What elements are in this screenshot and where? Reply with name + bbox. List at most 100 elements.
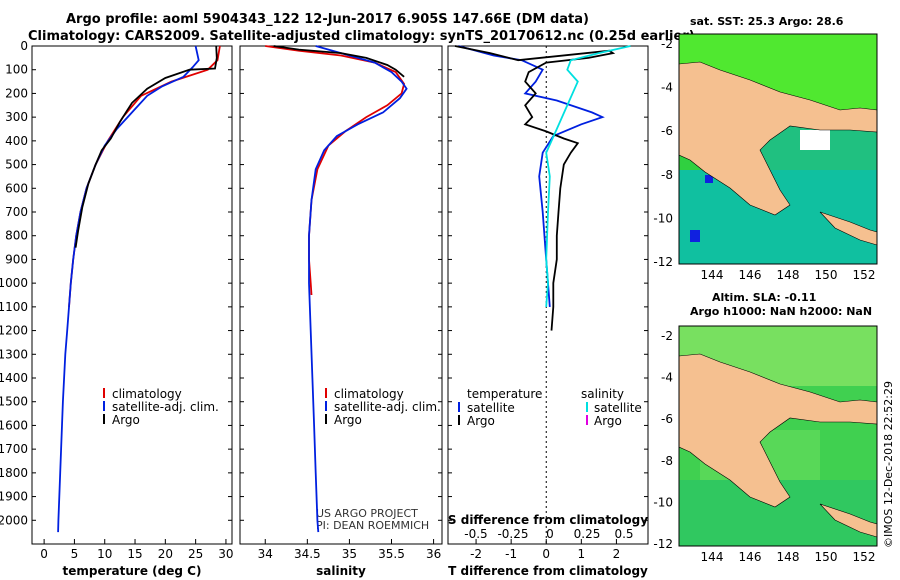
series-line bbox=[57, 45, 200, 533]
legend-label: Argo bbox=[594, 414, 622, 428]
y-tick-label: 700 bbox=[5, 205, 28, 219]
y-tick-label: 100 bbox=[5, 63, 28, 77]
map-lat-label: -12 bbox=[653, 255, 673, 269]
map-lon-label: 152 bbox=[853, 268, 876, 282]
secondary-x-tick-label: 0.5 bbox=[614, 527, 633, 541]
map-lat-label: -2 bbox=[661, 37, 673, 51]
title-line1: Argo profile: aoml 5904343_122 12-Jun-20… bbox=[66, 12, 589, 27]
y-tick-label: 1500 bbox=[0, 395, 28, 409]
sla-map-title-line2: Argo h1000: NaN h2000: NaN bbox=[690, 305, 873, 318]
legend-label: satellite-adj. clim. bbox=[112, 400, 219, 414]
x-tick-label: 35 bbox=[342, 547, 357, 561]
legend-label: Argo bbox=[334, 413, 362, 427]
secondary-x-axis-label: S difference from climatology bbox=[448, 513, 648, 527]
x-tick-label: 36 bbox=[426, 547, 441, 561]
x-tick-label: 15 bbox=[127, 547, 142, 561]
title-line2: Climatology: CARS2009. Satellite-adjuste… bbox=[28, 29, 695, 44]
y-tick-label: 1000 bbox=[0, 276, 28, 290]
map-lat-label: -6 bbox=[661, 412, 673, 426]
x-tick-label: 2 bbox=[613, 547, 621, 561]
map-lat-label: -12 bbox=[653, 537, 673, 551]
temp-panel-frame bbox=[31, 45, 233, 545]
y-tick-label: 1400 bbox=[0, 371, 28, 385]
map-lon-label: 146 bbox=[739, 550, 762, 564]
map-lon-label: 150 bbox=[815, 268, 838, 282]
x-tick-label: 30 bbox=[218, 547, 233, 561]
x-axis-label: T difference from climatology bbox=[448, 564, 648, 578]
secondary-x-tick-label: -0.5 bbox=[464, 527, 487, 541]
map-lat-label: -8 bbox=[661, 168, 673, 182]
x-tick-label: 1 bbox=[578, 547, 586, 561]
legend-label: Argo bbox=[467, 414, 495, 428]
map-lon-label: 144 bbox=[701, 550, 724, 564]
series-line bbox=[273, 45, 405, 78]
legend-label: climatology bbox=[334, 387, 404, 401]
x-tick-label: 10 bbox=[97, 547, 112, 561]
map-lat-label: -10 bbox=[653, 495, 673, 509]
y-tick-label: 1300 bbox=[0, 347, 28, 361]
legend-title: temperature bbox=[467, 387, 542, 401]
map-lon-label: 146 bbox=[739, 268, 762, 282]
map-lon-label: 152 bbox=[853, 550, 876, 564]
y-tick-label: 1600 bbox=[0, 418, 28, 432]
series-line bbox=[308, 45, 408, 533]
secondary-x-tick-label: -0.25 bbox=[497, 527, 528, 541]
y-tick-label: 500 bbox=[5, 158, 28, 172]
y-tick-label: 1800 bbox=[0, 466, 28, 480]
x-tick-label: 20 bbox=[158, 547, 173, 561]
x-tick-label: 5 bbox=[71, 547, 79, 561]
map-lon-label: 144 bbox=[701, 268, 724, 282]
sst-map-title: sat. SST: 25.3 Argo: 28.6 bbox=[690, 15, 844, 28]
sla-map bbox=[678, 325, 878, 547]
y-tick-label: 300 bbox=[5, 110, 28, 124]
y-tick-label: 0 bbox=[20, 39, 28, 53]
y-tick-label: 1700 bbox=[0, 442, 28, 456]
y-tick-label: 2000 bbox=[0, 513, 28, 527]
x-tick-label: 34 bbox=[258, 547, 273, 561]
legend-title: salinity bbox=[581, 387, 624, 401]
x-tick-label: 0 bbox=[40, 547, 48, 561]
x-tick-label: 34.5 bbox=[294, 547, 321, 561]
series-line bbox=[545, 45, 631, 307]
y-tick-label: 1100 bbox=[0, 300, 28, 314]
x-tick-label: 0 bbox=[542, 547, 550, 561]
credit-line1: US ARGO PROJECT bbox=[316, 507, 418, 520]
series-line bbox=[265, 45, 406, 296]
x-axis-label: temperature (deg C) bbox=[63, 564, 202, 578]
map-lat-label: -4 bbox=[661, 81, 673, 95]
legend-label: Argo bbox=[112, 413, 140, 427]
sst-map bbox=[678, 33, 878, 265]
map-lat-label: -6 bbox=[661, 124, 673, 138]
x-tick-label: -1 bbox=[505, 547, 517, 561]
x-tick-label: 35.5 bbox=[378, 547, 405, 561]
x-tick-label: 25 bbox=[188, 547, 203, 561]
y-tick-label: 400 bbox=[5, 134, 28, 148]
legend-label: satellite bbox=[594, 401, 642, 415]
y-tick-label: 200 bbox=[5, 86, 28, 100]
y-tick-label: 900 bbox=[5, 252, 28, 266]
map-lat-label: -4 bbox=[661, 371, 673, 385]
x-axis-label: salinity bbox=[316, 564, 366, 578]
map-lon-label: 150 bbox=[815, 550, 838, 564]
map-lat-label: -8 bbox=[661, 454, 673, 468]
salinity-panel-frame bbox=[239, 45, 443, 545]
map-lat-label: -10 bbox=[653, 211, 673, 225]
series-line bbox=[454, 45, 616, 331]
map-lon-label: 148 bbox=[777, 268, 800, 282]
legend-label: climatology bbox=[112, 387, 182, 401]
y-tick-label: 800 bbox=[5, 229, 28, 243]
y-tick-label: 1900 bbox=[0, 490, 28, 504]
map-lat-label: -2 bbox=[661, 329, 673, 343]
diff-panel-frame bbox=[447, 45, 649, 545]
secondary-x-tick-label: 0 bbox=[546, 527, 554, 541]
legend-label: satellite-adj. clim. bbox=[334, 400, 441, 414]
series-line bbox=[74, 45, 218, 248]
series-line bbox=[458, 45, 605, 307]
map-lon-label: 148 bbox=[777, 550, 800, 564]
secondary-x-tick-label: 0.25 bbox=[574, 527, 601, 541]
y-tick-label: 600 bbox=[5, 181, 28, 195]
y-tick-label: 1200 bbox=[0, 324, 28, 338]
sla-map-title-line1: Altim. SLA: -0.11 bbox=[712, 291, 817, 304]
credit-line2: PI: DEAN ROEMMICH bbox=[316, 519, 430, 532]
